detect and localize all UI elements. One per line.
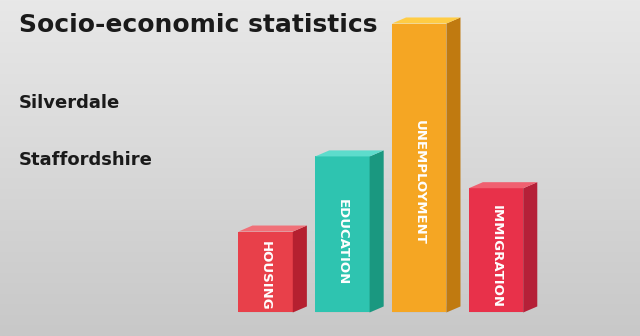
Polygon shape — [239, 306, 307, 312]
Polygon shape — [392, 306, 461, 312]
Polygon shape — [316, 157, 370, 312]
Text: Silverdale: Silverdale — [19, 94, 120, 112]
Polygon shape — [468, 306, 538, 312]
Polygon shape — [239, 232, 292, 312]
Text: Staffordshire: Staffordshire — [19, 151, 153, 169]
Text: Socio-economic statistics: Socio-economic statistics — [19, 13, 378, 37]
Polygon shape — [392, 24, 447, 312]
Text: UNEMPLOYMENT: UNEMPLOYMENT — [413, 120, 426, 245]
Polygon shape — [316, 306, 384, 312]
Polygon shape — [447, 17, 461, 312]
Polygon shape — [392, 17, 461, 24]
Polygon shape — [239, 225, 307, 232]
Polygon shape — [292, 225, 307, 312]
Text: HOUSING: HOUSING — [259, 241, 272, 311]
Text: IMMIGRATION: IMMIGRATION — [490, 205, 502, 308]
Polygon shape — [468, 182, 538, 188]
Polygon shape — [524, 182, 538, 312]
Polygon shape — [468, 188, 524, 312]
Text: EDUCATION: EDUCATION — [336, 199, 349, 285]
Polygon shape — [316, 151, 384, 157]
Polygon shape — [370, 151, 384, 312]
